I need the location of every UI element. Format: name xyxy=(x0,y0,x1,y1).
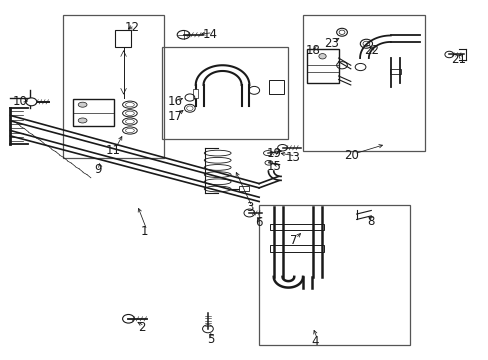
Bar xyxy=(73,99,114,126)
Text: 15: 15 xyxy=(266,160,281,173)
Ellipse shape xyxy=(277,144,287,151)
Ellipse shape xyxy=(122,315,134,323)
Text: 13: 13 xyxy=(285,151,300,164)
Ellipse shape xyxy=(264,161,272,165)
Text: 14: 14 xyxy=(203,28,218,41)
Text: 4: 4 xyxy=(311,335,318,348)
Bar xyxy=(193,89,198,98)
Bar xyxy=(63,15,163,158)
Ellipse shape xyxy=(26,98,37,106)
Bar xyxy=(268,80,283,94)
Text: 8: 8 xyxy=(367,215,374,228)
Ellipse shape xyxy=(177,31,189,39)
Ellipse shape xyxy=(78,118,87,123)
Text: 22: 22 xyxy=(363,44,378,57)
Text: 5: 5 xyxy=(206,333,214,346)
Text: 9: 9 xyxy=(94,163,102,176)
Text: 23: 23 xyxy=(323,36,338,50)
Text: 2: 2 xyxy=(138,321,145,334)
Text: 6: 6 xyxy=(255,216,263,229)
Bar xyxy=(306,49,338,83)
Text: 16: 16 xyxy=(167,95,183,108)
Text: 1: 1 xyxy=(141,225,148,238)
Bar xyxy=(389,69,400,74)
Ellipse shape xyxy=(244,209,254,217)
Text: 12: 12 xyxy=(124,21,140,34)
Bar xyxy=(270,224,324,230)
Bar xyxy=(161,47,288,139)
Text: 19: 19 xyxy=(265,147,281,160)
Bar xyxy=(303,15,424,151)
Text: 17: 17 xyxy=(167,110,183,123)
Ellipse shape xyxy=(318,54,325,59)
Text: 7: 7 xyxy=(289,234,296,247)
Text: 3: 3 xyxy=(245,202,253,215)
Bar xyxy=(238,186,249,192)
Ellipse shape xyxy=(263,150,272,156)
Ellipse shape xyxy=(202,325,213,333)
Text: 21: 21 xyxy=(450,53,466,66)
Bar xyxy=(115,30,131,47)
Text: 18: 18 xyxy=(305,44,320,57)
Bar xyxy=(259,205,409,345)
Text: 11: 11 xyxy=(105,144,120,157)
Bar xyxy=(270,245,324,252)
Ellipse shape xyxy=(78,102,87,107)
Text: 10: 10 xyxy=(13,95,28,108)
Text: 20: 20 xyxy=(344,149,359,162)
